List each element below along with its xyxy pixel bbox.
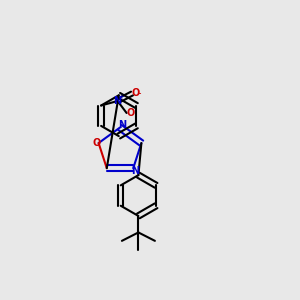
Text: -: - — [138, 88, 141, 98]
Text: O: O — [126, 108, 134, 118]
Text: +: + — [118, 94, 124, 100]
Text: O: O — [132, 88, 140, 98]
Text: O: O — [92, 138, 100, 148]
Text: N: N — [113, 96, 122, 106]
Text: N: N — [118, 120, 127, 130]
Text: N: N — [132, 166, 140, 176]
